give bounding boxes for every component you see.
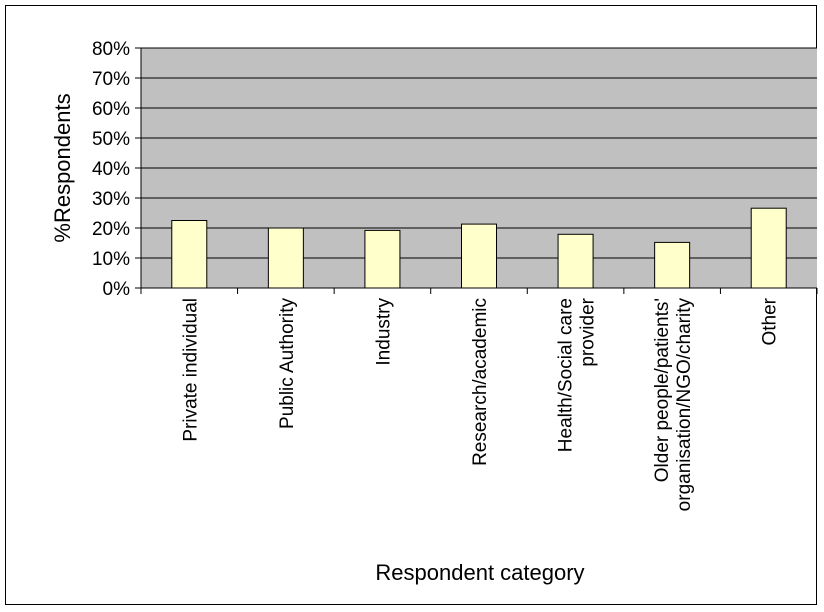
bar	[171, 220, 208, 289]
bar	[267, 227, 304, 289]
x-category-label: Public Authority	[277, 298, 298, 429]
y-axis-ticks: 0% 10% 20% 30% 40% 50% 60% 70% 80%	[92, 39, 141, 300]
x-category-label: Private individual	[180, 298, 201, 442]
x-category-label: Other	[760, 297, 781, 345]
bar	[654, 241, 691, 289]
x-category-label: Older people/patients'organisation/NGO/c…	[652, 298, 695, 512]
x-axis-categories: Private individual Public Authority Indust…	[140, 288, 818, 512]
y-tick-label: 50%	[92, 129, 130, 150]
x-axis-title: Respondent category	[375, 560, 584, 585]
y-tick-label: 20%	[92, 219, 130, 240]
bar	[557, 233, 594, 289]
y-tick-label: 60%	[92, 99, 130, 120]
y-tick-label: 30%	[92, 189, 130, 210]
x-category-label: Health/Social careprovider	[556, 297, 599, 452]
y-tick-label: 40%	[92, 159, 130, 180]
bar	[750, 207, 787, 289]
y-tick-label: 70%	[92, 69, 130, 90]
y-tick-label: 10%	[92, 249, 130, 270]
y-tick-label: 80%	[92, 39, 130, 60]
plot-area	[140, 47, 817, 289]
x-category-label: Research/academic	[470, 298, 491, 466]
y-axis-title: %Respondents	[50, 93, 75, 242]
x-category-label: Industry	[373, 298, 394, 366]
bar	[461, 223, 497, 289]
bar	[364, 229, 401, 289]
y-tick-label: 0%	[103, 279, 131, 300]
